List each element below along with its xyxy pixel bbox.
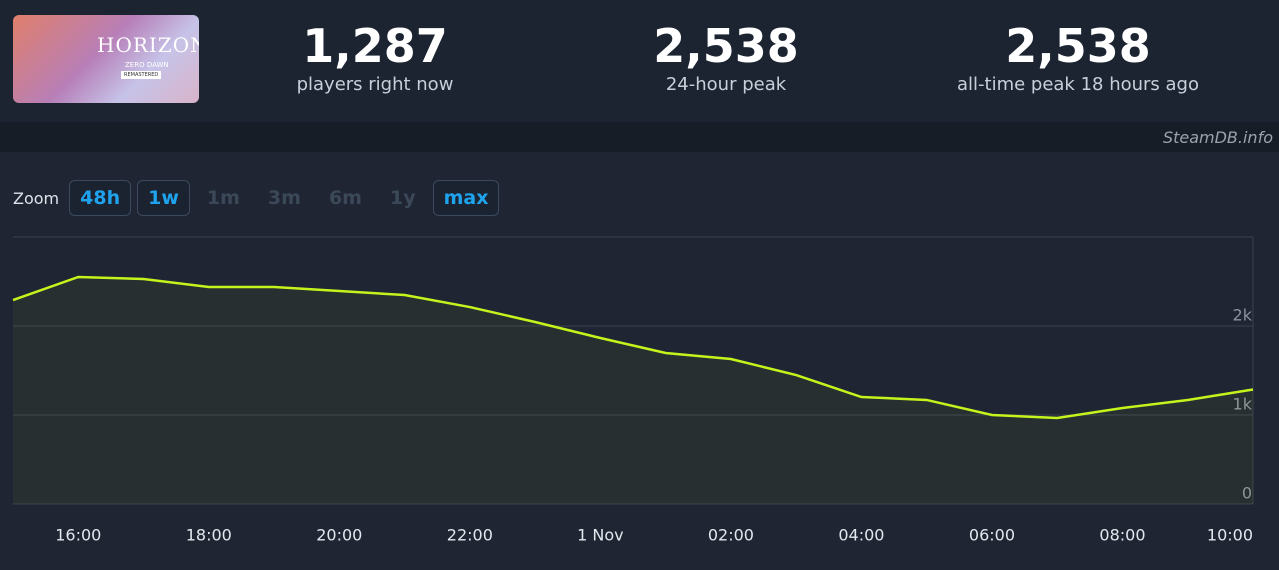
x-tick-label: 04:00 xyxy=(838,526,884,545)
area xyxy=(13,276,1253,504)
zoom-button[interactable]: 1y xyxy=(389,187,416,209)
x-tick-label: 22:00 xyxy=(447,526,493,545)
x-tick-label: 10:00 xyxy=(1207,526,1253,545)
game-logo[interactable]: HORIZON ZERO DAWN REMASTERED xyxy=(13,15,199,103)
line xyxy=(12,275,1254,420)
zoom-button[interactable]: 3m xyxy=(267,187,301,209)
zoom-button[interactable]: 48h xyxy=(69,180,132,216)
stat-value: 1,287 xyxy=(302,19,448,73)
y-tick-label: 0 xyxy=(1242,484,1252,503)
zoom-label: Zoom xyxy=(13,188,60,208)
x-tick-label: 02:00 xyxy=(708,526,754,545)
x-tick-label: 08:00 xyxy=(1099,526,1145,545)
stat-value: 2,538 xyxy=(653,19,799,73)
zoom-bar: Zoom 48h 1w 1m 3m 6m 1y max xyxy=(13,180,500,216)
stat: 1,287 players right now xyxy=(215,18,535,95)
header: HORIZON ZERO DAWN REMASTERED 1,287 player… xyxy=(0,0,1279,122)
logo-badge: REMASTERED xyxy=(121,71,162,79)
y-tick-label: 2k xyxy=(1233,306,1253,325)
zoom-button[interactable]: max xyxy=(432,180,500,216)
x-tick-label: 06:00 xyxy=(969,526,1015,545)
x-tick-label: 20:00 xyxy=(316,526,362,545)
zoom-button[interactable]: 6m xyxy=(328,187,362,209)
y-tick-label: 1k xyxy=(1233,395,1253,414)
x-tick-label: 16:00 xyxy=(55,526,101,545)
chart: 0 1k 2k 16:00 18:00 20:00 22:00 1 Nov 02:00 04:00… xyxy=(12,236,1254,545)
watermark: SteamDB.info xyxy=(1162,128,1273,147)
stat: 2,538 all-time peak 18 hours ago xyxy=(918,18,1238,95)
zoom-button[interactable]: 1m xyxy=(206,187,240,209)
zoom-button[interactable]: 1w xyxy=(137,180,190,216)
x-tick-label: 1 Nov xyxy=(577,526,624,545)
stat-value: 2,538 xyxy=(1005,19,1151,73)
chart-panel: Zoom 48h 1w 1m 3m 6m 1y max 0 1k 2k 16:00 18:00 20:0… xyxy=(0,152,1279,570)
stat-label: 24-hour peak xyxy=(665,74,787,95)
x-tick-label: 18:00 xyxy=(186,526,232,545)
logo-title: HORIZON xyxy=(97,33,199,57)
logo-subtitle: ZERO DAWN xyxy=(125,61,169,69)
stat-label: players right now xyxy=(296,74,454,95)
stat-label: all-time peak 18 hours ago xyxy=(956,74,1199,95)
stat: 2,538 24-hour peak xyxy=(566,18,886,95)
